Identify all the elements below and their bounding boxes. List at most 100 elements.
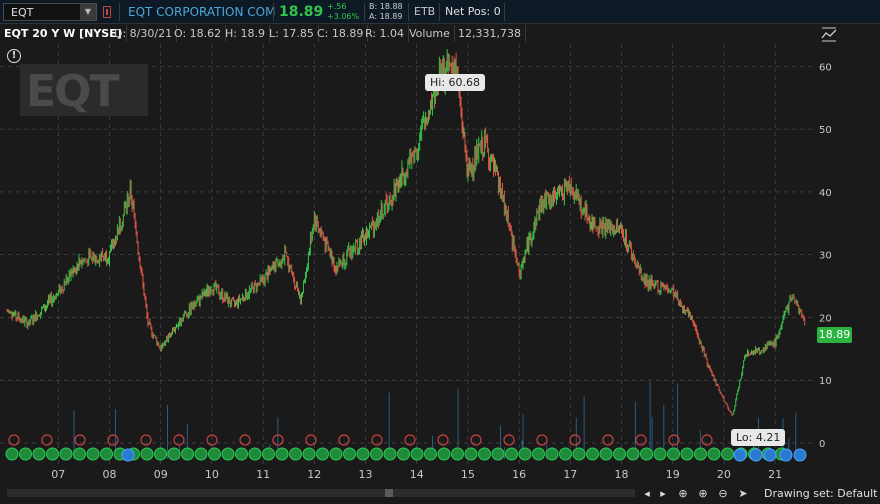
net-position: Net Pos: 0 — [445, 5, 501, 18]
dividend-marker — [437, 434, 449, 446]
last-price: 18.89 — [279, 4, 324, 20]
earnings-marker — [289, 447, 302, 461]
earnings-marker — [680, 447, 694, 461]
chart-title[interactable]: EQT 20 Y W [NYSE] — [0, 25, 127, 42]
earnings-marker — [586, 447, 599, 461]
x-tick-label: 08 — [102, 468, 117, 481]
dividend-marker — [668, 434, 680, 446]
cursor-icon[interactable]: ➤ — [738, 487, 748, 500]
dividend-marker — [41, 434, 53, 446]
earnings-marker — [397, 447, 410, 461]
y-tick-label: 60 — [819, 62, 832, 73]
x-tick-label: 11 — [256, 468, 271, 481]
earnings-marker — [181, 447, 194, 461]
time-axis[interactable]: 07 08 09 10 11 12 13 14 15 16 17 18 19 20 21 — [0, 466, 815, 484]
earnings-marker — [626, 447, 640, 461]
dividend-marker — [701, 434, 713, 446]
bar-high: H: 18.9 — [221, 25, 270, 42]
earnings-marker — [518, 447, 532, 461]
x-tick-label: 09 — [153, 468, 168, 481]
chart-scrollbar[interactable] — [7, 489, 635, 497]
split-marker — [749, 448, 763, 462]
earnings-marker — [356, 447, 370, 461]
chevron-down-icon[interactable]: ▼ — [80, 4, 96, 20]
dividend-marker — [272, 434, 284, 446]
price-chart[interactable] — [0, 44, 815, 466]
dividend-marker — [338, 434, 350, 446]
x-tick-label: 20 — [716, 468, 731, 481]
earnings-marker — [559, 447, 572, 461]
last-price-tag: 18.89 — [817, 327, 852, 343]
price-axis[interactable]: 0 10 20 30 40 50 60 — [815, 44, 880, 466]
bar-low: L: 17.85 — [265, 25, 319, 42]
volume-label: Volume — [405, 25, 455, 42]
earnings-marker — [329, 447, 343, 461]
dividend-marker — [8, 434, 20, 446]
x-tick-label: 12 — [307, 468, 322, 481]
symbol-input[interactable]: EQT — [11, 6, 34, 19]
dividend-marker — [371, 434, 383, 446]
earnings-marker — [167, 447, 181, 461]
y-tick-label: 20 — [819, 313, 832, 324]
volume-bars — [11, 382, 797, 459]
dividend-marker — [569, 434, 581, 446]
zoom-out-icon[interactable]: ⊖ — [718, 487, 728, 500]
earnings-marker — [59, 447, 73, 461]
y-tick-label: 30 — [819, 251, 832, 262]
scroll-left-icon[interactable]: ◂ — [644, 487, 650, 500]
earnings-marker — [613, 447, 626, 461]
ask-price: A: 18.89 — [369, 12, 403, 21]
x-tick-label: 07 — [51, 468, 66, 481]
drawing-set-label[interactable]: Drawing set: Default — [764, 487, 878, 500]
earnings-marker — [221, 447, 235, 461]
scroll-right-icon[interactable]: ▸ — [660, 487, 666, 500]
bar-open: O: 18.62 — [170, 25, 227, 42]
dividend-marker — [470, 434, 482, 446]
earnings-marker — [32, 447, 46, 461]
dividend-marker — [536, 434, 548, 446]
divider — [364, 3, 365, 21]
dividend-marker — [107, 434, 119, 446]
logo-text: EQT — [26, 66, 119, 117]
y-tick-label: 40 — [819, 188, 832, 199]
zoom-in-icon[interactable]: ⊕ — [698, 487, 708, 500]
dividend-marker — [173, 434, 185, 446]
symbol-selector[interactable]: EQT ▼ — [3, 3, 97, 21]
earnings-marker — [275, 447, 289, 461]
split-marker — [793, 448, 807, 462]
percent-change: +3.06% — [327, 12, 360, 21]
earnings-marker — [100, 447, 113, 461]
alert-icon[interactable] — [103, 6, 111, 18]
dividend-marker — [206, 434, 218, 446]
earnings-marker — [478, 447, 491, 461]
split-marker — [733, 448, 747, 462]
drawing-tools-icon[interactable] — [820, 26, 838, 42]
earnings-marker — [667, 447, 680, 461]
earnings-marker — [599, 447, 613, 461]
earnings-marker — [707, 447, 721, 461]
split-marker — [779, 448, 793, 462]
earnings-marker — [154, 447, 167, 461]
bid-price: B: 18.88 — [369, 2, 403, 11]
y-tick-label: 10 — [819, 376, 832, 387]
divider — [273, 3, 274, 21]
scrollbar-thumb[interactable] — [385, 489, 393, 497]
earnings-marker — [316, 447, 329, 461]
info-icon[interactable]: ! — [7, 49, 21, 63]
event-markers — [5, 434, 807, 462]
high-callout: Hi: 60.68 — [425, 74, 486, 91]
earnings-marker — [464, 447, 478, 461]
earnings-marker — [491, 447, 505, 461]
dividend-marker — [503, 434, 515, 446]
earnings-marker — [248, 447, 262, 461]
x-tick-label: 15 — [460, 468, 475, 481]
x-tick-label: 18 — [614, 468, 629, 481]
crosshair-icon[interactable]: ⊕ — [678, 487, 688, 500]
x-tick-label: 17 — [563, 468, 578, 481]
earnings-marker — [86, 447, 100, 461]
earnings-marker — [545, 447, 559, 461]
earnings-marker — [437, 447, 451, 461]
low-callout: Lo: 4.21 — [731, 429, 786, 446]
bottom-toolbar: ◂ ▸ ⊕ ⊕ ⊖ ➤ Drawing set: Default — [0, 484, 880, 504]
quote-bar: EQT ▼ EQT CORPORATION COM 18.89 +.56 +3.… — [0, 0, 880, 24]
